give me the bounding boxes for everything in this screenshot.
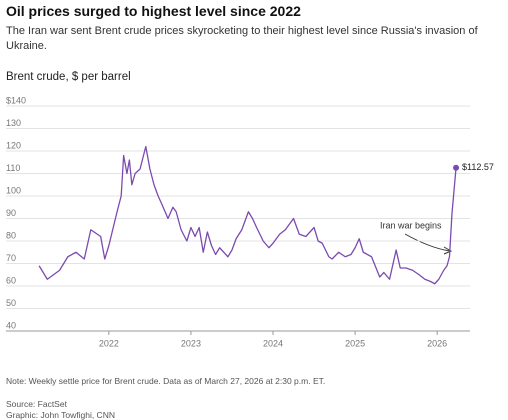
x-tick-label: 2022 xyxy=(99,338,119,348)
chart-subtitle: The Iran war sent Brent crude prices sky… xyxy=(6,25,478,52)
arrow-head xyxy=(443,246,453,255)
source: Source: FactSet xyxy=(6,399,67,409)
value-label: $112.57 xyxy=(462,162,494,172)
x-tick-label: 2023 xyxy=(181,338,201,348)
end-point xyxy=(453,164,460,171)
y-tick-label: 110 xyxy=(6,163,20,173)
y-tick-label: 80 xyxy=(6,230,16,240)
y-tick-label: $140 xyxy=(6,95,26,105)
y-tick-label: 100 xyxy=(6,185,21,195)
note: Note: Weekly settle price for Brent crud… xyxy=(6,376,326,386)
annotation: Iran war begins xyxy=(380,220,442,230)
x-tick-label: 2024 xyxy=(263,338,283,348)
x-tick-label: 2026 xyxy=(427,338,447,348)
y-tick-label: 90 xyxy=(6,208,16,218)
annotation-arrow xyxy=(404,233,451,252)
y-tick-label: 60 xyxy=(6,275,16,285)
x-tick-label: 2025 xyxy=(345,338,365,348)
chart-title: Oil prices surged to highest level since… xyxy=(6,3,301,19)
y-tick-label: 50 xyxy=(6,298,16,308)
y-tick-label: 40 xyxy=(6,320,16,330)
y-tick-label: 130 xyxy=(6,118,21,128)
line xyxy=(38,145,457,285)
y-tick-label: 120 xyxy=(6,140,21,150)
y-axis-label: Brent crude, $ per barrel xyxy=(6,71,131,83)
credit: Graphic: John Towfighi, CNN xyxy=(6,410,115,420)
y-tick-label: 70 xyxy=(6,253,16,263)
